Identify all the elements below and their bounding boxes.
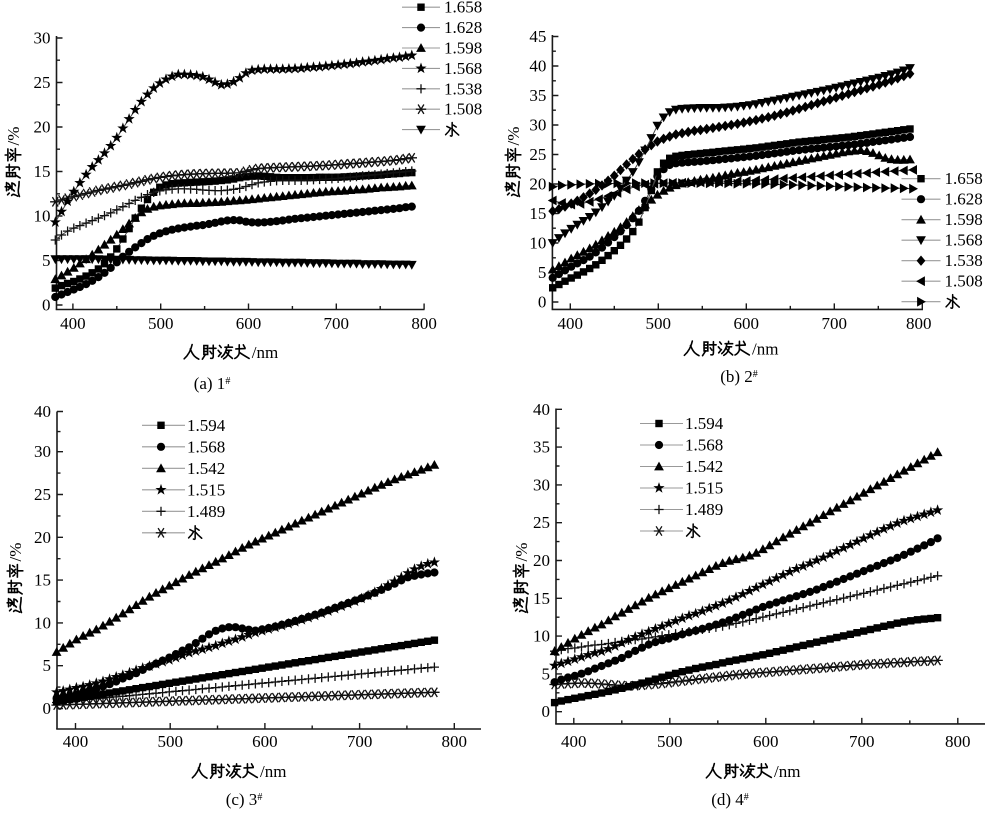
svg-text:1.538: 1.538 [444,79,482,98]
svg-text:/%: /% [512,543,531,562]
svg-text:1.594: 1.594 [685,414,724,433]
svg-text:1.568: 1.568 [187,437,225,456]
svg-text:400: 400 [60,314,86,333]
svg-text:500: 500 [148,314,174,333]
svg-text:10: 10 [529,234,546,253]
svg-text:40: 40 [529,57,546,76]
svg-text:400: 400 [558,314,584,333]
svg-text:/nm: /nm [260,762,286,781]
svg-text:600: 600 [734,314,760,333]
svg-text:15: 15 [34,162,51,181]
svg-text:0: 0 [42,296,51,315]
svg-text:10: 10 [34,207,51,226]
svg-text:25: 25 [34,73,51,92]
svg-text:5: 5 [542,664,551,683]
svg-text:/nm: /nm [252,343,278,362]
svg-text:1.489: 1.489 [187,502,225,521]
svg-text:1.568: 1.568 [945,231,983,250]
svg-text:20: 20 [34,118,51,137]
svg-text:600: 600 [753,732,779,751]
svg-text:1.598: 1.598 [945,210,983,229]
svg-text:5: 5 [42,251,51,270]
svg-text:400: 400 [63,732,89,751]
svg-text:1.594: 1.594 [187,416,226,435]
svg-text:20: 20 [34,528,51,547]
svg-text:1.658: 1.658 [945,169,983,188]
svg-text:40: 40 [533,400,550,419]
svg-text:800: 800 [945,732,971,751]
svg-text:(b) 2#: (b) 2# [720,367,758,386]
svg-text:800: 800 [442,732,468,751]
svg-text:40: 40 [34,402,51,421]
svg-text:600: 600 [252,732,278,751]
svg-text:1.515: 1.515 [187,480,225,499]
svg-text:800: 800 [411,314,437,333]
svg-text:/nm: /nm [774,762,800,781]
svg-text:10: 10 [34,613,51,632]
svg-text:1.542: 1.542 [187,459,225,478]
svg-text:(a) 1#: (a) 1# [194,374,231,393]
svg-text:30: 30 [34,442,51,461]
svg-text:0: 0 [43,699,52,718]
svg-text:400: 400 [561,732,587,751]
svg-text:20: 20 [533,551,550,570]
svg-text:800: 800 [906,314,932,333]
svg-text:0: 0 [542,702,551,721]
svg-text:25: 25 [533,513,550,532]
svg-text:1.538: 1.538 [945,251,983,270]
svg-text:700: 700 [822,314,848,333]
svg-text:1.515: 1.515 [685,479,723,498]
svg-text:1.489: 1.489 [685,500,723,519]
svg-text:500: 500 [657,732,683,751]
svg-text:/%: /% [4,127,23,146]
svg-text:700: 700 [849,732,875,751]
svg-text:1.628: 1.628 [945,190,983,209]
svg-text:0: 0 [538,293,547,312]
svg-text:30: 30 [34,29,51,48]
svg-text:30: 30 [529,116,546,135]
svg-text:(c) 3#: (c) 3# [226,790,263,809]
svg-text:700: 700 [347,732,373,751]
svg-text:700: 700 [324,314,350,333]
svg-text:1.658: 1.658 [444,0,482,17]
svg-text:1.628: 1.628 [444,18,482,37]
svg-text:15: 15 [34,571,51,590]
svg-text:1.542: 1.542 [685,457,723,476]
svg-text:500: 500 [646,314,672,333]
svg-text:5: 5 [538,263,547,282]
svg-text:15: 15 [529,204,546,223]
svg-text:15: 15 [533,589,550,608]
svg-text:1.568: 1.568 [685,436,723,455]
svg-text:/nm: /nm [752,340,778,359]
svg-text:25: 25 [529,145,546,164]
svg-text:/%: /% [6,543,25,562]
svg-text:10: 10 [533,627,550,646]
svg-text:45: 45 [529,27,546,46]
svg-text:1.568: 1.568 [444,59,482,78]
svg-text:5: 5 [43,656,52,675]
svg-text:(d) 4#: (d) 4# [711,790,749,809]
svg-text:25: 25 [34,485,51,504]
svg-text:1.508: 1.508 [945,272,983,291]
svg-text:500: 500 [157,732,183,751]
svg-text:/%: /% [504,127,523,146]
svg-text:35: 35 [533,438,550,457]
svg-text:1.598: 1.598 [444,39,482,58]
svg-text:600: 600 [236,314,262,333]
svg-text:1.508: 1.508 [444,100,482,119]
svg-text:30: 30 [533,475,550,494]
svg-text:20: 20 [529,175,546,194]
svg-text:35: 35 [529,86,546,105]
